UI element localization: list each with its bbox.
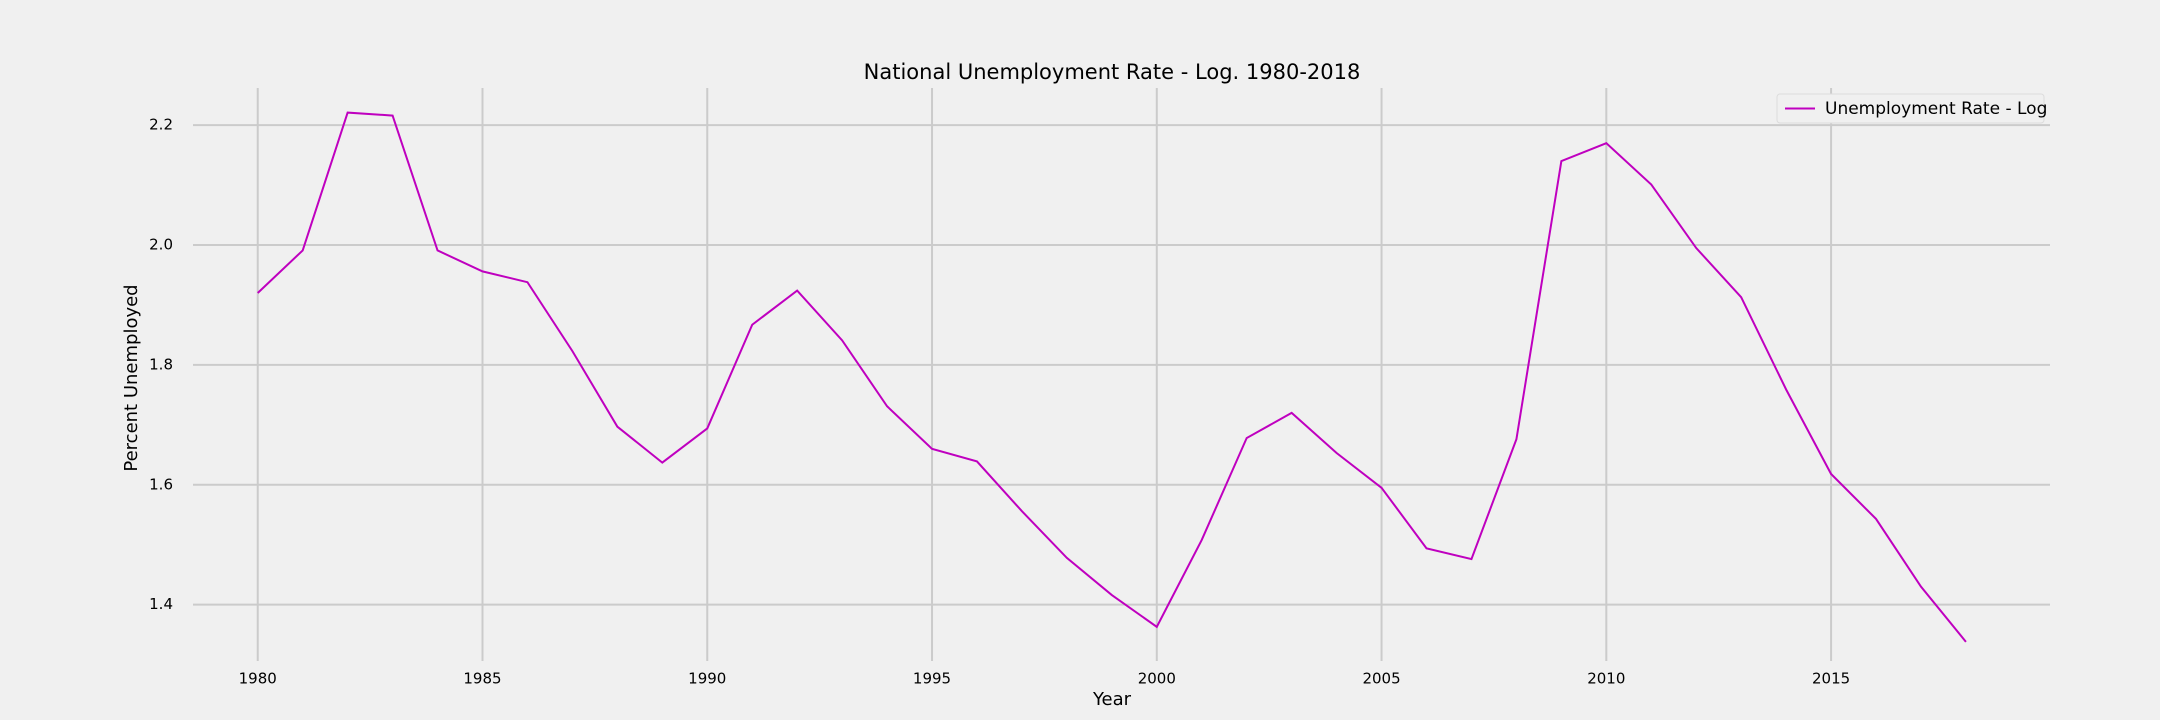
x-tick-label: 1990 [688,670,726,688]
x-tick-label: 1985 [463,670,501,688]
y-tick-label: 1.6 [149,475,173,493]
x-tick-label: 2005 [1362,670,1400,688]
x-tick-label: 2000 [1138,670,1176,688]
x-tick-label: 1995 [913,670,951,688]
x-axis-label: Year [1092,689,1132,710]
y-axis-label: Percent Unemployed [121,284,142,471]
x-tick-label: 1980 [239,670,277,688]
data-line [257,111,1967,643]
x-tick-label: 2015 [1812,670,1850,688]
chart-title: National Unemployment Rate - Log. 1980-2… [864,60,1361,84]
x-tick-label: 2010 [1587,670,1625,688]
legend-label: Unemployment Rate - Log [1825,99,2047,119]
y-tick-label: 1.8 [149,355,173,373]
y-tick-label: 1.4 [149,595,173,613]
legend-box [1776,93,2045,124]
y-tick-label: 2.2 [149,116,173,134]
y-tick-label: 2.0 [149,236,173,254]
